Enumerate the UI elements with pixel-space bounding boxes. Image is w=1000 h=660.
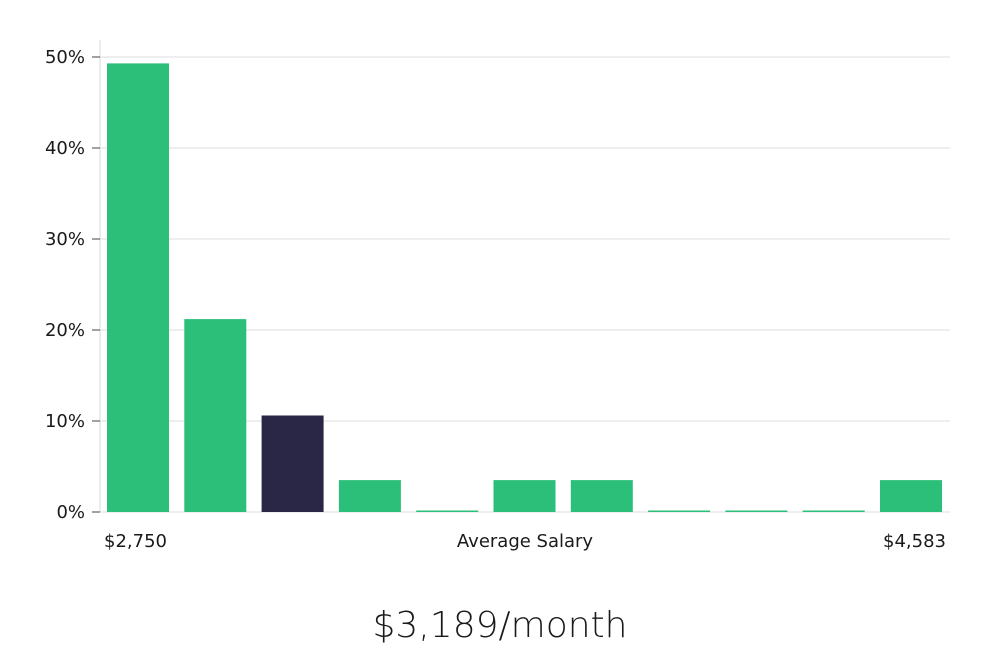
x-axis-title: Average Salary bbox=[457, 531, 594, 552]
histogram-bar bbox=[493, 480, 556, 512]
salary-histogram: 0%10%20%30%40%50% $2,750 Average Salary … bbox=[45, 40, 950, 552]
y-tick-label: 20% bbox=[45, 320, 85, 341]
x-range-start-label: $2,750 bbox=[104, 531, 167, 552]
y-tick-label: 40% bbox=[45, 138, 85, 159]
histogram-bar bbox=[802, 510, 865, 512]
histogram-bar bbox=[107, 63, 169, 513]
y-tick-labels: 0% 10% 20% 30% 40% 50% bbox=[45, 47, 100, 523]
histogram-bar bbox=[725, 510, 788, 512]
y-tick-label: 10% bbox=[45, 411, 85, 432]
histogram-bar bbox=[880, 480, 942, 512]
y-tick-label: 0% bbox=[56, 502, 85, 523]
bars bbox=[107, 63, 942, 513]
histogram-bar bbox=[570, 480, 633, 512]
histogram-bar bbox=[184, 319, 247, 512]
histogram-bar bbox=[338, 480, 401, 512]
x-range-end-label: $4,583 bbox=[883, 531, 946, 552]
y-tick-label: 50% bbox=[45, 47, 85, 68]
y-tick-label: 30% bbox=[45, 229, 85, 250]
average-salary-summary: $3,189/month bbox=[372, 605, 628, 646]
histogram-bar bbox=[416, 510, 479, 512]
histogram-bar bbox=[648, 510, 711, 512]
highlighted-bar bbox=[261, 415, 324, 512]
